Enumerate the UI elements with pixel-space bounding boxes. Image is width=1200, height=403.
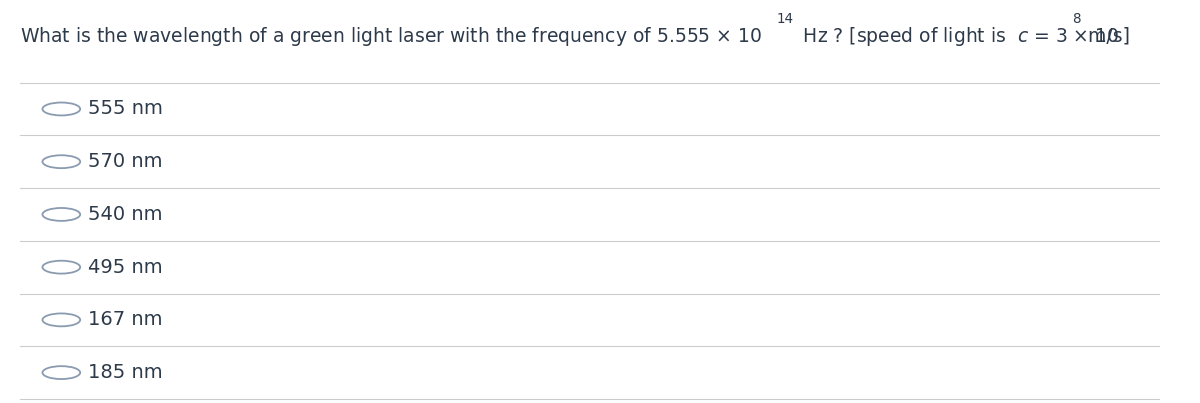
Text: 14: 14 xyxy=(778,12,794,26)
Text: Hz ? [speed of light is  $c$ = 3 $\times$ 10: Hz ? [speed of light is $c$ = 3 $\times$… xyxy=(797,25,1120,48)
Text: 555 nm: 555 nm xyxy=(89,100,163,118)
Text: 185 nm: 185 nm xyxy=(89,363,163,382)
Text: 8: 8 xyxy=(1072,12,1080,26)
Text: What is the wavelength of a green light laser with the frequency of 5.555 $\time: What is the wavelength of a green light … xyxy=(20,25,762,48)
Text: 540 nm: 540 nm xyxy=(89,205,163,224)
Text: 570 nm: 570 nm xyxy=(89,152,163,171)
Text: m/s]: m/s] xyxy=(1082,27,1130,46)
Text: 167 nm: 167 nm xyxy=(89,310,163,329)
Text: 495 nm: 495 nm xyxy=(89,258,163,276)
